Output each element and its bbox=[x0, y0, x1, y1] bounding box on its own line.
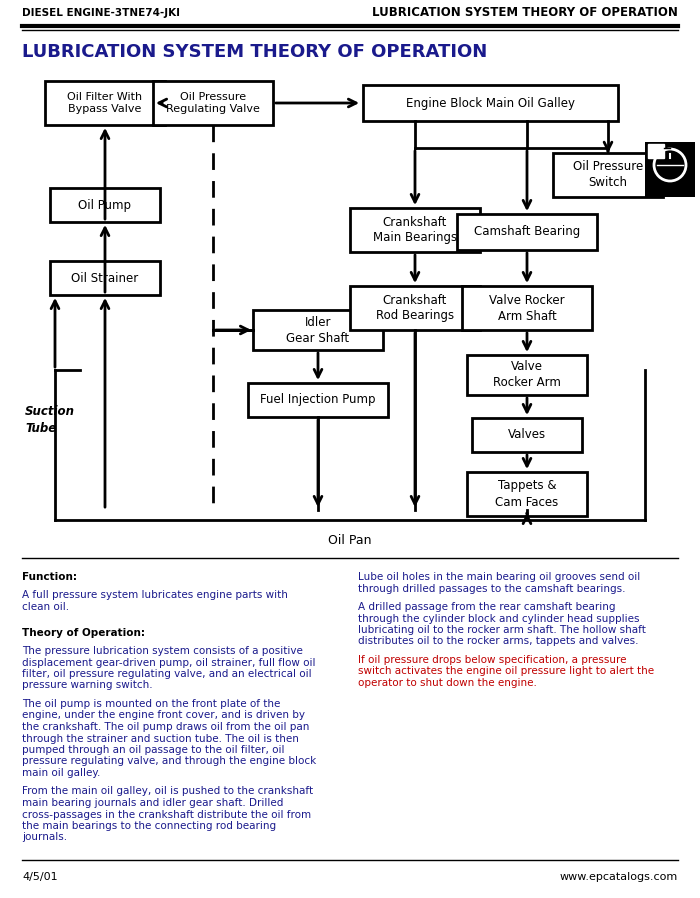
Bar bbox=[467, 472, 587, 516]
Bar bbox=[462, 286, 592, 330]
Bar bbox=[153, 81, 273, 125]
Text: engine, under the engine front cover, and is driven by: engine, under the engine front cover, an… bbox=[22, 710, 305, 720]
Text: Oil Pressure
Regulating Valve: Oil Pressure Regulating Valve bbox=[166, 92, 260, 114]
Text: Oil Strainer: Oil Strainer bbox=[71, 271, 139, 285]
Text: switch activates the engine oil pressure light to alert the: switch activates the engine oil pressure… bbox=[358, 666, 654, 676]
Text: Valves: Valves bbox=[508, 428, 546, 442]
Text: Fuel Injection Pump: Fuel Injection Pump bbox=[260, 393, 376, 407]
Text: Idler
Gear Shaft: Idler Gear Shaft bbox=[286, 315, 349, 345]
Text: A full pressure system lubricates engine parts with: A full pressure system lubricates engine… bbox=[22, 591, 288, 601]
Text: clean oil.: clean oil. bbox=[22, 602, 69, 612]
Text: From the main oil galley, oil is pushed to the crankshaft: From the main oil galley, oil is pushed … bbox=[22, 787, 313, 797]
Text: Camshaft Bearing: Camshaft Bearing bbox=[474, 225, 580, 239]
Text: filter, oil pressure regulating valve, and an electrical oil: filter, oil pressure regulating valve, a… bbox=[22, 669, 312, 679]
Text: Oil Filter With
Bypass Valve: Oil Filter With Bypass Valve bbox=[67, 92, 143, 114]
Bar bbox=[248, 383, 388, 417]
Text: through the strainer and suction tube. The oil is then: through the strainer and suction tube. T… bbox=[22, 734, 299, 744]
Text: Oil Pan: Oil Pan bbox=[328, 534, 372, 547]
Text: Lube oil holes in the main bearing oil grooves send oil: Lube oil holes in the main bearing oil g… bbox=[358, 572, 640, 582]
Text: A drilled passage from the rear camshaft bearing: A drilled passage from the rear camshaft… bbox=[358, 602, 615, 612]
Bar bbox=[363, 85, 617, 121]
Text: Crankshaft
Main Bearings: Crankshaft Main Bearings bbox=[373, 216, 457, 244]
Text: 4/5/01: 4/5/01 bbox=[22, 872, 57, 882]
Text: lubricating oil to the rocker arm shaft. The hollow shaft: lubricating oil to the rocker arm shaft.… bbox=[358, 625, 646, 635]
Text: DIESEL ENGINE-3TNE74-JKI: DIESEL ENGINE-3TNE74-JKI bbox=[22, 8, 180, 18]
Bar bbox=[648, 144, 664, 158]
Bar bbox=[472, 418, 582, 452]
Text: the main bearings to the connecting rod bearing: the main bearings to the connecting rod … bbox=[22, 821, 276, 831]
Text: pumped through an oil passage to the oil filter, oil: pumped through an oil passage to the oil… bbox=[22, 745, 284, 755]
Text: operator to shut down the engine.: operator to shut down the engine. bbox=[358, 678, 537, 688]
Text: Oil Pump: Oil Pump bbox=[78, 198, 132, 212]
Text: Crankshaft
Rod Bearings: Crankshaft Rod Bearings bbox=[376, 294, 454, 322]
Text: Suction
Tube: Suction Tube bbox=[25, 405, 75, 435]
Text: the crankshaft. The oil pump draws oil from the oil pan: the crankshaft. The oil pump draws oil f… bbox=[22, 722, 309, 732]
Text: Valve
Rocker Arm: Valve Rocker Arm bbox=[493, 360, 561, 390]
Bar bbox=[350, 208, 480, 252]
Bar bbox=[50, 261, 160, 295]
Text: through drilled passages to the camshaft bearings.: through drilled passages to the camshaft… bbox=[358, 584, 626, 594]
Text: Theory of Operation:: Theory of Operation: bbox=[22, 628, 145, 638]
Text: main bearing journals and idler gear shaft. Drilled: main bearing journals and idler gear sha… bbox=[22, 798, 284, 808]
Text: main oil galley.: main oil galley. bbox=[22, 768, 100, 778]
Text: pressure warning switch.: pressure warning switch. bbox=[22, 681, 153, 691]
Bar bbox=[457, 214, 597, 250]
Text: LUBRICATION SYSTEM THEORY OF OPERATION: LUBRICATION SYSTEM THEORY OF OPERATION bbox=[22, 43, 487, 61]
Text: displacement gear-driven pump, oil strainer, full flow oil: displacement gear-driven pump, oil strai… bbox=[22, 657, 316, 667]
Text: Function:: Function: bbox=[22, 572, 77, 582]
Text: pressure regulating valve, and through the engine block: pressure regulating valve, and through t… bbox=[22, 756, 316, 767]
Bar bbox=[553, 153, 663, 197]
Text: through the cylinder block and cylinder head supplies: through the cylinder block and cylinder … bbox=[358, 613, 640, 623]
Text: If oil pressure drops below specification, a pressure: If oil pressure drops below specificatio… bbox=[358, 655, 626, 665]
Text: The oil pump is mounted on the front plate of the: The oil pump is mounted on the front pla… bbox=[22, 699, 281, 709]
Bar bbox=[645, 142, 695, 197]
Text: Oil Pressure
Switch: Oil Pressure Switch bbox=[573, 161, 643, 189]
Bar bbox=[50, 188, 160, 222]
Text: The pressure lubrication system consists of a positive: The pressure lubrication system consists… bbox=[22, 646, 303, 656]
Text: journals.: journals. bbox=[22, 832, 67, 842]
Text: Tappets &
Cam Faces: Tappets & Cam Faces bbox=[496, 480, 559, 508]
Bar bbox=[45, 81, 165, 125]
Text: distributes oil to the rocker arms, tappets and valves.: distributes oil to the rocker arms, tapp… bbox=[358, 637, 638, 647]
Text: www.epcatalogs.com: www.epcatalogs.com bbox=[560, 872, 678, 882]
Text: LUBRICATION SYSTEM THEORY OF OPERATION: LUBRICATION SYSTEM THEORY OF OPERATION bbox=[372, 6, 678, 20]
Bar bbox=[467, 355, 587, 395]
Text: Engine Block Main Oil Galley: Engine Block Main Oil Galley bbox=[405, 96, 575, 110]
Bar bbox=[253, 310, 383, 350]
Bar bbox=[350, 286, 480, 330]
Text: cross-passages in the crankshaft distribute the oil from: cross-passages in the crankshaft distrib… bbox=[22, 809, 311, 820]
Text: Valve Rocker
Arm Shaft: Valve Rocker Arm Shaft bbox=[489, 294, 565, 322]
